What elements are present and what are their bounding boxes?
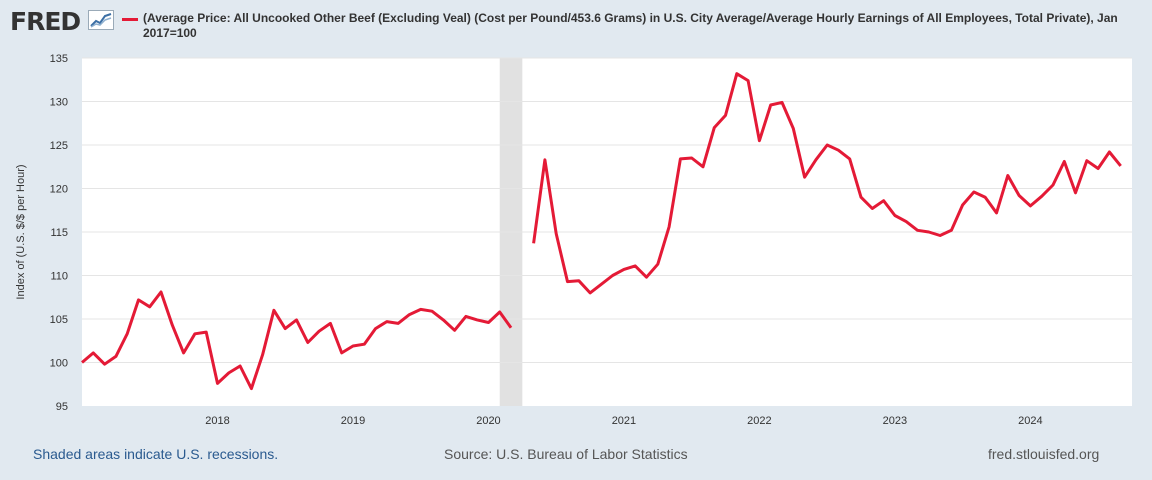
x-tick-label: 2018: [205, 415, 229, 427]
x-tick-label: 2022: [747, 415, 771, 427]
series-line: [532, 72, 1122, 295]
legend-swatch: [122, 18, 138, 21]
y-tick-label: 130: [50, 97, 68, 109]
y-tick-label: 115: [50, 227, 68, 239]
x-tick-label: 2021: [612, 415, 636, 427]
x-tick-label: 2020: [476, 415, 500, 427]
y-tick-label: 110: [50, 271, 68, 283]
y-axis: 95 100 105 110 115 120 125 130 135: [50, 53, 68, 413]
fred-logo[interactable]: FRED: [10, 7, 81, 36]
gridlines: [82, 57, 1132, 363]
y-tick-label: 125: [50, 140, 68, 152]
source-note: Source: U.S. Bureau of Labor Statistics: [444, 446, 688, 462]
y-tick-label: 135: [50, 53, 68, 65]
series-group: [81, 72, 1122, 391]
x-tick-label: 2019: [341, 415, 365, 427]
y-tick-label: 120: [50, 184, 68, 196]
site-url[interactable]: fred.stlouisfed.org: [988, 446, 1100, 462]
series-line: [81, 290, 513, 391]
x-tick-label: 2024: [1018, 415, 1042, 427]
y-tick-label: 100: [50, 358, 68, 370]
legend-label: (Average Price: All Uncooked Other Beef …: [143, 11, 1118, 40]
y-axis-label: Index of (U.S. $/$ per Hour): [15, 164, 27, 299]
recession-note-link[interactable]: Shaded areas indicate U.S. recessions.: [33, 446, 279, 462]
trend-line-icon: [88, 10, 114, 30]
y-tick-label: 105: [50, 314, 68, 326]
x-axis: 2018 2019 2020 2021 2022 2023 2024: [205, 415, 1042, 427]
x-tick-label: 2023: [883, 415, 907, 427]
y-tick-label: 95: [56, 401, 68, 413]
chart-header: FRED (Average Price: All Uncooked Other …: [0, 0, 1152, 50]
